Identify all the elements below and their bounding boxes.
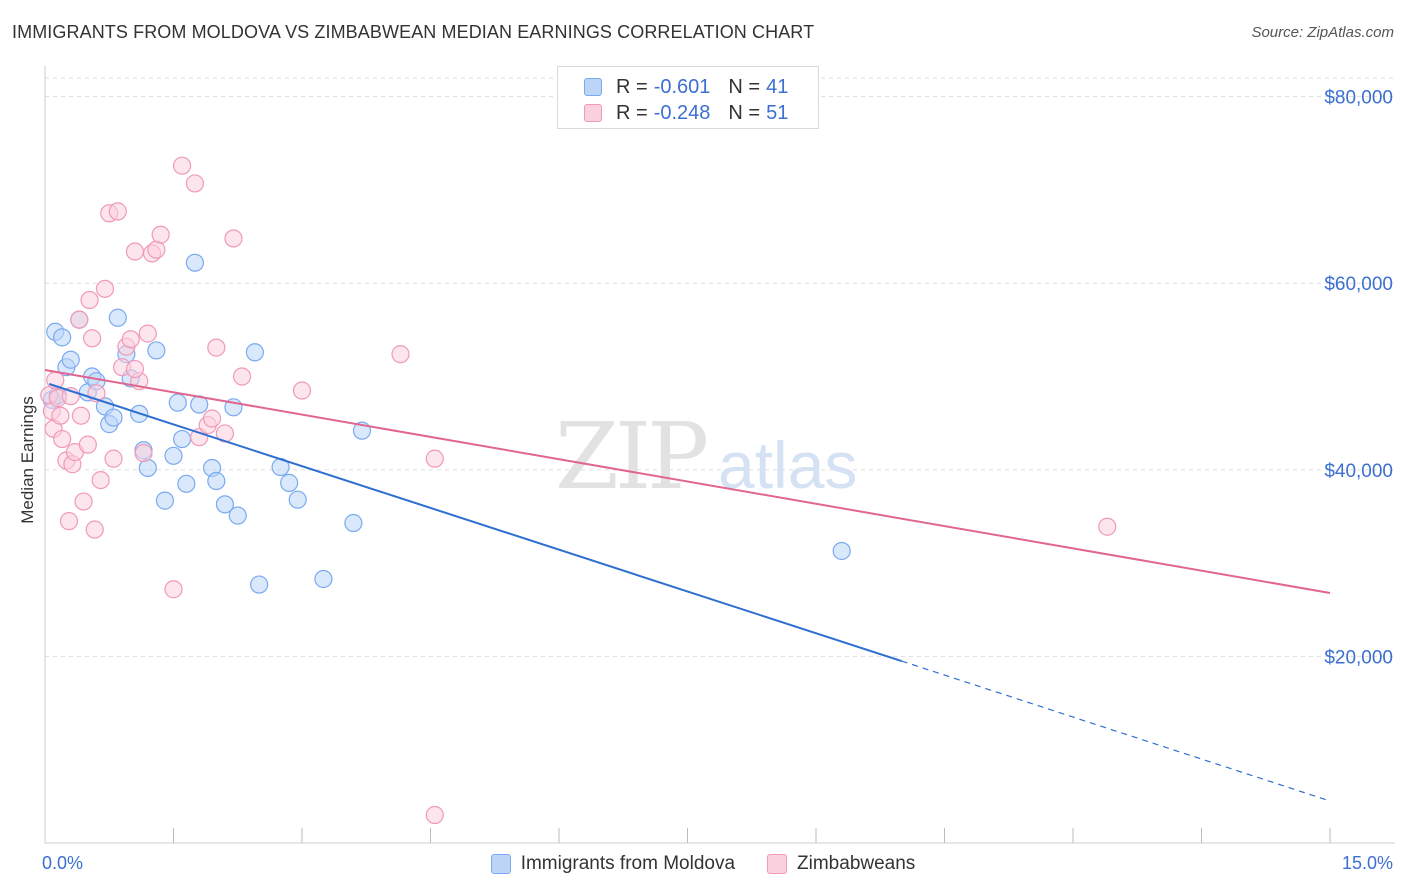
- zimbabwe-point: [232, 367, 252, 386]
- legend-item-zimbabweans[interactable]: Zimbabweans: [767, 853, 915, 875]
- zimbabwe-point: [147, 240, 166, 259]
- legend-label-moldova: Immigrants from Moldova: [520, 853, 736, 874]
- moldova-point: [155, 491, 175, 510]
- zimbabwe-point: [125, 359, 145, 379]
- zimbabwe-point: [134, 443, 153, 463]
- legend-label-zimbabweans: Zimbabweans: [797, 853, 916, 874]
- zimbabwe-point: [1098, 517, 1117, 536]
- n-value: 41: [766, 75, 789, 98]
- zimbabwe-point: [207, 338, 226, 357]
- moldova-point: [177, 474, 196, 493]
- moldova-point: [168, 393, 187, 412]
- n-label: N =: [728, 101, 761, 124]
- stats-legend: R = -0.601 N = 41 R = -0.248 N = 51: [557, 66, 819, 129]
- y-tick-label: $80,000: [1324, 88, 1393, 109]
- stats-legend-row-moldova: R = -0.601 N = 41: [584, 76, 788, 98]
- zimbabwe-point: [51, 406, 70, 425]
- zimbabwe-trend-line: [44, 369, 1331, 594]
- moldova-point: [108, 308, 127, 327]
- watermark-atlas: atlas: [718, 428, 857, 502]
- chart-title: IMMIGRANTS FROM MOLDOVA VS ZIMBABWEAN ME…: [12, 22, 815, 42]
- zimbabwe-point: [425, 805, 444, 825]
- moldova-point: [832, 541, 851, 561]
- moldova-point: [344, 513, 363, 533]
- moldova-point: [280, 473, 299, 492]
- moldova-trend-line: [48, 383, 902, 663]
- moldova-point: [314, 569, 333, 589]
- series-legend: Immigrants from Moldova Zimbabweans: [0, 852, 1406, 876]
- moldova-point: [207, 471, 226, 491]
- zimbabwe-point: [85, 520, 104, 539]
- moldova-point: [172, 429, 192, 449]
- watermark-zip: ZIP: [555, 403, 706, 510]
- stats-legend-row-zimbabwe: R = -0.248 N = 51: [584, 102, 788, 124]
- moldova-point: [228, 506, 247, 525]
- source-label: Source: ZipAtlas.com: [1251, 24, 1394, 41]
- moldova-point: [138, 458, 157, 478]
- watermark: ZIP atlas: [555, 403, 857, 510]
- zimbabwe-swatch: [584, 104, 602, 122]
- r-value: -0.601: [653, 75, 711, 98]
- moldova-point: [61, 350, 80, 369]
- zimbabwe-point: [164, 580, 183, 599]
- zimbabwe-point: [391, 345, 410, 364]
- zimbabwe-point: [91, 470, 110, 490]
- y-axis-label: Median Earnings: [18, 396, 37, 524]
- r-label: R =: [616, 101, 648, 124]
- zimbabwe-point: [138, 324, 157, 343]
- zimbabwe-point: [53, 429, 72, 449]
- r-value: -0.248: [653, 101, 711, 124]
- y-tick-label: $20,000: [1324, 647, 1393, 668]
- x-tick-label-max: 15.0%: [1342, 853, 1393, 873]
- moldova-point: [245, 343, 264, 362]
- zimbabwe-point: [121, 330, 140, 349]
- zimbabwe-point: [125, 242, 145, 261]
- zimbabwe-point: [74, 492, 93, 511]
- zimbabwe-point: [80, 290, 99, 310]
- moldova-point: [250, 575, 269, 594]
- moldova-point: [164, 446, 183, 465]
- zimbabwe-point: [95, 279, 115, 298]
- y-tick-label: $60,000: [1324, 274, 1393, 295]
- zimbabwe-point: [185, 174, 205, 193]
- zimbabwe-point: [104, 449, 123, 468]
- y-tick-labels: $20,000 $40,000 $60,000 $80,000: [1324, 88, 1393, 669]
- axes: [44, 66, 1395, 844]
- legend-item-moldova[interactable]: Immigrants from Moldova: [490, 853, 736, 875]
- moldova-point: [288, 490, 307, 509]
- zimbabwe-point: [108, 202, 127, 221]
- zimbabwe-point: [292, 381, 312, 400]
- moldova-legend-swatch: [490, 854, 511, 874]
- zimbabwe-point: [71, 406, 91, 425]
- zimbabwe-point: [59, 512, 79, 531]
- zimbabwe-legend-swatch: [767, 854, 788, 874]
- zimbabwe-point: [224, 229, 243, 248]
- x-tick-label-min: 0.0%: [42, 853, 83, 873]
- zimbabwe-point: [425, 449, 444, 468]
- zimbabwe-point: [83, 329, 102, 348]
- zimbabwe-point: [202, 409, 222, 428]
- zimbabwe-point: [151, 225, 170, 244]
- moldova-trend-extension: [901, 660, 1331, 802]
- zimbabwe-point: [172, 156, 192, 175]
- n-label: N =: [728, 75, 761, 98]
- moldova-swatch: [584, 78, 602, 96]
- moldova-point: [185, 253, 205, 272]
- n-value: 51: [766, 101, 789, 124]
- moldova-point: [215, 495, 234, 514]
- moldova-point: [147, 341, 166, 360]
- r-label: R =: [616, 75, 648, 98]
- trend-lines: [44, 369, 1331, 802]
- zimbabwe-point: [78, 435, 97, 454]
- moldova-point: [53, 328, 72, 347]
- data-points: [40, 156, 1117, 825]
- y-tick-label: $40,000: [1324, 461, 1393, 482]
- zimbabwe-point: [70, 310, 89, 329]
- moldova-point: [104, 408, 123, 427]
